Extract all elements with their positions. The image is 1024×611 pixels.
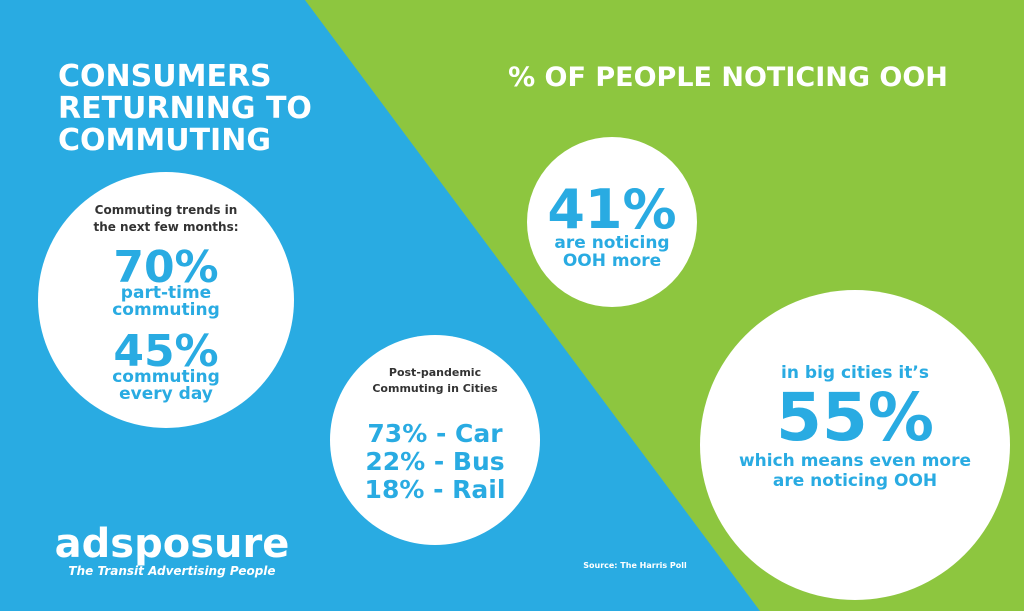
heading: Post-pandemic: [389, 366, 481, 379]
heading: Commuting in Cities: [372, 382, 498, 395]
stat-label: are noticing OOH: [773, 471, 937, 491]
mode-row: 22% - Bus: [365, 447, 504, 476]
title-line: COMMUTING: [58, 123, 271, 158]
stat-label: every day: [119, 384, 213, 404]
right-title: % OF PEOPLE NOTICING OOH: [508, 62, 948, 93]
logo-tagline: The Transit Advertising People: [68, 564, 275, 578]
stat-label: part-time: [121, 283, 211, 303]
stat-label: are noticing: [554, 233, 669, 253]
title-line: RETURNING TO: [58, 91, 312, 126]
stat-value: 55%: [776, 379, 934, 456]
mode-row: 18% - Rail: [365, 475, 506, 504]
intro: in big cities it’s: [781, 363, 929, 383]
heading: the next few months:: [93, 220, 238, 234]
title-line: CONSUMERS: [58, 59, 272, 94]
stat-label: commuting: [112, 367, 220, 387]
stat-value: 70%: [113, 242, 218, 293]
left-title: CONSUMERS RETURNING TO COMMUTING: [58, 59, 312, 158]
source: Source: The Harris Poll: [583, 561, 687, 570]
logo: adsposure: [55, 521, 290, 567]
stat-label: commuting: [112, 300, 220, 320]
stat-label: which means even more: [739, 451, 971, 471]
circle: [38, 172, 294, 428]
stat-label: OOH more: [563, 251, 661, 271]
stat-value: 45%: [113, 326, 218, 377]
stat-value: 41%: [547, 178, 676, 241]
circle: [700, 290, 1010, 600]
heading: Commuting trends in: [95, 203, 238, 217]
circle: [527, 137, 697, 307]
circle: [330, 335, 540, 545]
mode-row: 73% - Car: [367, 419, 503, 448]
